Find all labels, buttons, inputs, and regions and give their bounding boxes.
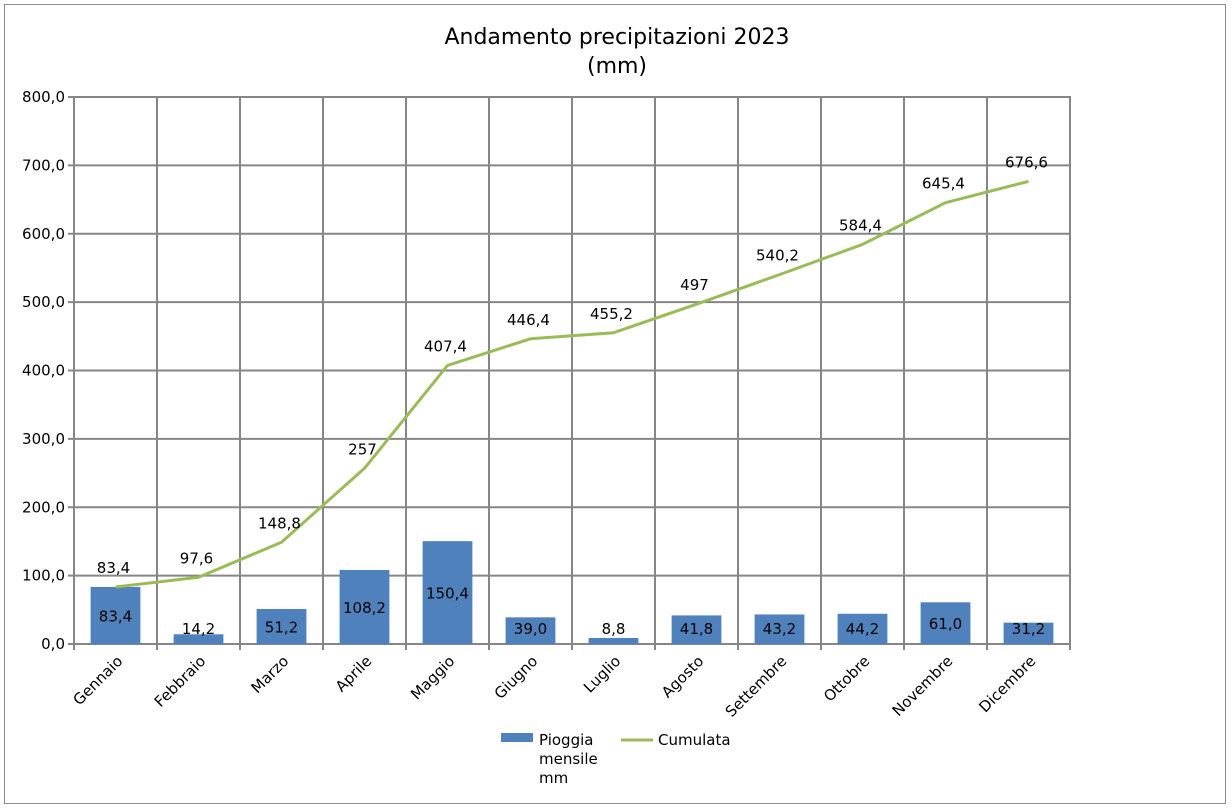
- legend-label-line: Cumulata: [658, 731, 731, 749]
- line-data-label: 676,6: [1005, 153, 1048, 171]
- x-tick-label: Marzo: [248, 652, 293, 697]
- y-tick-label: 500,0: [22, 293, 65, 311]
- bar: [90, 586, 141, 644]
- y-tick-label: 0,0: [41, 635, 65, 653]
- bar: [1003, 622, 1054, 644]
- x-tick-label: Aprile: [332, 652, 375, 695]
- line-data-label: 148,8: [258, 514, 301, 532]
- y-tick-label: 200,0: [22, 498, 65, 516]
- bar-data-label: 51,2: [265, 618, 298, 636]
- y-tick-label: 300,0: [22, 430, 65, 448]
- line-series: 83,4 97,6 148,8 257 407,4 446,4 455,2 497 540,2 5…: [97, 153, 1048, 589]
- bar: [920, 602, 971, 644]
- y-tick-label: 400,0: [22, 362, 65, 380]
- bar-data-label: 14,2: [182, 620, 215, 638]
- y-tick-label: 800,0: [22, 88, 65, 106]
- bar: [422, 541, 473, 644]
- x-tick-label: Giugno: [491, 652, 542, 703]
- legend-label-bar: Pioggia: [539, 731, 593, 749]
- bar: [505, 617, 556, 644]
- x-tick-label: Novembre: [889, 652, 957, 720]
- legend-label-bar: mensile: [539, 750, 598, 768]
- bar: [256, 608, 307, 644]
- x-tick-label: Dicembre: [975, 652, 1039, 716]
- chart-title: Andamento precipitazioni 2023: [444, 25, 789, 50]
- chart-subtitle: (mm): [587, 54, 647, 79]
- bar-data-label: 43,2: [763, 620, 796, 638]
- y-tick-label: 700,0: [22, 156, 65, 174]
- cumulative-line: [115, 179, 1029, 589]
- chart-frame: [4, 4, 1226, 804]
- y-tick-label: 100,0: [22, 567, 65, 585]
- x-tick-label: Ottobre: [820, 652, 873, 705]
- line-data-label: 497: [680, 276, 709, 294]
- bar: [754, 614, 805, 644]
- x-tick-label: Settembre: [722, 652, 791, 721]
- bar-data-label: 39,0: [514, 620, 547, 638]
- bar-data-label: 41,8: [680, 620, 713, 638]
- bar-data-label: 150,4: [426, 585, 469, 603]
- line-data-label: 446,4: [507, 311, 550, 329]
- line-data-label: 584,4: [839, 216, 882, 234]
- line-data-label: 407,4: [424, 337, 467, 355]
- bar-series: 83,4 14,2 51,2 108,2 150,4 39,0 8,8 41,8 43,2 44,…: [90, 541, 1054, 644]
- bar: [339, 570, 390, 644]
- legend-label-bar: mm: [539, 769, 568, 787]
- line-data-label: 645,4: [922, 175, 965, 193]
- bar-data-label: 83,4: [99, 607, 132, 625]
- bar-data-label: 61,0: [929, 615, 962, 633]
- x-tick-label: Maggio: [407, 652, 458, 703]
- bar: [588, 637, 639, 644]
- bar-data-label: 31,2: [1012, 620, 1045, 638]
- y-tick-label: 600,0: [22, 225, 65, 243]
- bar-data-label: 44,2: [846, 620, 879, 638]
- line-data-label: 455,2: [590, 305, 633, 323]
- bar: [671, 615, 722, 644]
- x-tick-label: Luglio: [580, 652, 624, 696]
- bar-data-label: 108,2: [343, 599, 386, 617]
- line-data-label: 540,2: [756, 247, 799, 265]
- line-data-label: 97,6: [180, 549, 213, 567]
- x-tick-label: Febbraio: [151, 652, 210, 711]
- bar-data-label: 8,8: [602, 620, 626, 638]
- line-data-label: 257: [348, 440, 377, 458]
- bar: [837, 613, 888, 644]
- x-tick-label: Gennaio: [69, 652, 126, 709]
- x-tick-label: Agosto: [658, 652, 707, 701]
- grid: [73, 96, 1071, 645]
- bar: [173, 634, 224, 644]
- legend-swatch-bar: [501, 733, 533, 742]
- line-data-label: 83,4: [97, 559, 130, 577]
